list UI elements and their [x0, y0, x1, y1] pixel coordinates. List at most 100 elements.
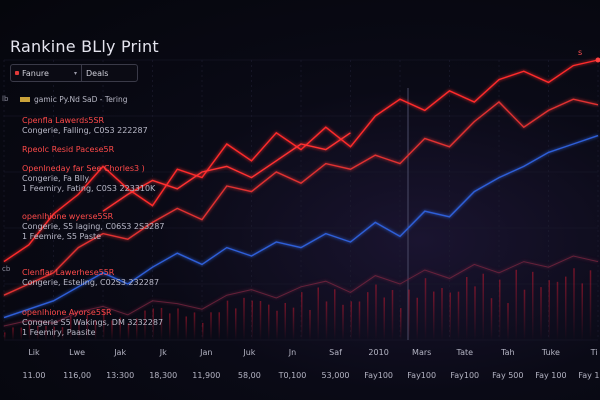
metric-select-label: Fanure [22, 68, 49, 78]
volume-bar [259, 300, 262, 340]
legend: gamic Py.Nd SaD - Tering [20, 95, 128, 104]
annotation-sub: Congerie S5 Wakings, DM 3232287 [22, 318, 164, 327]
x-tick-label-top: Lwe [69, 348, 85, 357]
x-tick-label-top: Tah [500, 348, 515, 357]
x-tick-label-bottom: 11,900 [192, 371, 220, 380]
series-line [3, 255, 599, 327]
x-tick-label-bottom: Fay 500 [492, 371, 523, 380]
volume-bar [235, 308, 237, 340]
volume-bar [383, 297, 385, 340]
red-dot-icon [15, 71, 19, 75]
x-tick-label-bottom: 18,300 [149, 371, 177, 380]
annotation-head: Rpeolc Resid Pacese5R [22, 145, 115, 154]
volume-bar [12, 327, 14, 340]
annotation-head: Cpenfla Lawerds5SR [22, 116, 105, 125]
annotation-sub: 1 Feemire, S5 Paste [22, 232, 102, 241]
x-tick-label-top: Jan [199, 348, 212, 357]
volume-bar [391, 290, 394, 340]
volume-bar [136, 318, 138, 340]
annotation: openlhione Ayorse5SR Congerie S5 Wakings… [22, 308, 163, 338]
annotation-sub: 1 Feemiry, Paasite [22, 328, 96, 337]
chart-toolbar: Fanure ▾ Deals [10, 64, 138, 82]
volume-bar [301, 292, 303, 340]
volume-bar [548, 280, 550, 340]
volume-bar [251, 300, 253, 340]
volume-bar [276, 310, 278, 340]
volume-bar [523, 289, 526, 340]
volume-bar [144, 310, 146, 340]
volume-bar [416, 297, 418, 340]
legend-swatch [20, 97, 30, 102]
volume-bar [160, 307, 163, 340]
volume-bar [515, 269, 517, 340]
volume-bar [202, 322, 204, 340]
x-tick-label-top: Jn [288, 348, 296, 357]
x-tick-label-bottom: 53,000 [322, 371, 350, 380]
x-tick-label-bottom: 116,00 [63, 371, 91, 380]
volume-bar [185, 316, 187, 340]
x-tick-label-bottom: Fay100 [407, 371, 436, 380]
volume-bar [474, 286, 476, 340]
volume-bar [119, 317, 121, 340]
x-tick-label-bottom: T0,100 [278, 371, 307, 380]
annotation: Clenflar Lawerhese55R Congerie, Esteling… [22, 268, 159, 288]
volume-bar [507, 303, 509, 340]
volume-bar [152, 308, 154, 340]
series-end-point [595, 57, 600, 63]
volume-bar [292, 307, 295, 340]
volume-bar [210, 312, 212, 340]
corner-marker: s [578, 48, 583, 57]
x-tick-label-bottom: 58,00 [238, 371, 261, 380]
annotation-sub: Congerie, Falling, C0S3 222287 [22, 126, 148, 135]
volume-bar [78, 320, 80, 340]
volume-bar [103, 309, 105, 340]
volume-bar [457, 291, 460, 340]
volume-bar [573, 268, 575, 340]
series-line [3, 59, 599, 263]
x-tick-label-top: Tuke [541, 348, 560, 357]
x-tick-label-bottom: 13:300 [106, 371, 134, 380]
volume-bar [499, 279, 501, 340]
volume-bar [540, 287, 542, 340]
chart-title: Rankine BLly Print [10, 37, 159, 56]
series-line [3, 134, 599, 319]
volume-bar [350, 301, 352, 340]
legend-label: gamic Py.Nd SaD - Tering [34, 95, 128, 104]
metric-select[interactable]: Fanure ▾ [11, 65, 82, 81]
volume-bar [61, 327, 64, 340]
y-mark-mid: cb [2, 265, 11, 273]
volume-bar [226, 300, 229, 340]
volume-bar [589, 270, 592, 340]
volume-bar [441, 288, 443, 340]
volume-bar [218, 312, 220, 340]
y-mark-top: lb [2, 95, 9, 103]
volume-bar [532, 271, 534, 340]
volume-bar [334, 289, 336, 340]
volume-bar [284, 302, 286, 340]
annotation: Openlneday far See Chorles3 ) Congerie, … [22, 164, 155, 194]
volume-bar [20, 327, 22, 340]
deals-select-label: Deals [86, 68, 109, 78]
x-tick-label-top: Mars [412, 348, 431, 357]
annotation: Rpeolc Resid Pacese5R [22, 145, 114, 155]
x-tick-label-top: Lik [28, 348, 40, 357]
x-tick-label-top: Jak [113, 348, 126, 357]
deals-select[interactable]: Deals [82, 65, 112, 81]
annotation-head: openlhione wyerse5SR [22, 212, 114, 221]
volume-bar [86, 315, 88, 340]
volume-bar [466, 277, 468, 340]
volume-bar [53, 326, 55, 340]
volume-bar [4, 332, 6, 340]
volume-bar [408, 289, 410, 340]
volume-bar [449, 292, 451, 340]
volume-bar [309, 309, 311, 340]
volume-bar [342, 304, 344, 340]
volume-bar [177, 308, 179, 340]
x-tick-label-top: Ti [590, 348, 598, 357]
annotation-sub: Congerie, Fa Blly [22, 174, 90, 183]
x-tick-label-bottom: Fay 100 [535, 371, 566, 380]
x-tick-label-bottom: Fay100 [450, 371, 479, 380]
volume-bar [482, 273, 484, 340]
x-tick-label-top: Jk [159, 348, 167, 357]
